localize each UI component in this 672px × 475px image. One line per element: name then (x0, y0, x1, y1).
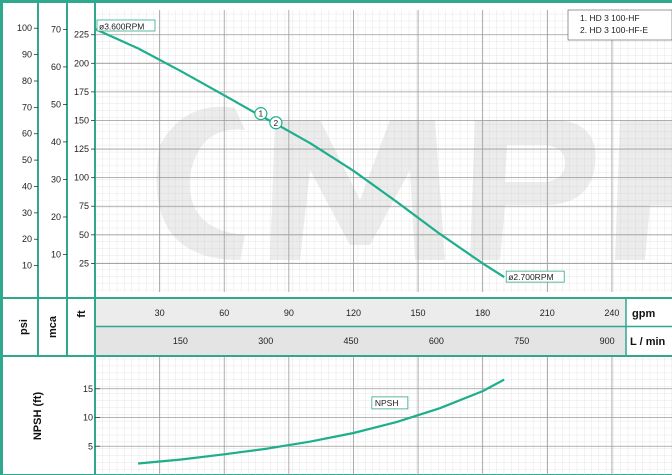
npsh-curve-line (137, 378, 505, 465)
svg-text:NPSH: NPSH (375, 398, 399, 408)
svg-text:1: 1 (258, 109, 263, 119)
curve-marker-2: 2 (269, 116, 283, 130)
curve-marker-1: 1 (254, 107, 268, 121)
gpm-tick-label: 150 (411, 308, 426, 318)
ft-tick-label: 100 (74, 173, 89, 183)
psi-tick-label: 70 (22, 102, 32, 112)
psi-tick-label: 80 (22, 76, 32, 86)
ft-tick-label: 25 (79, 258, 89, 268)
ft-tick-label: 50 (79, 230, 89, 240)
gpm-tick-label: 180 (475, 308, 490, 318)
ft-tick-label: 150 (74, 115, 89, 125)
rpm-label-min: ø2.700RPM (505, 270, 565, 283)
gpm-tick-label: 240 (604, 308, 619, 318)
psi-tick-label: 40 (22, 181, 32, 191)
npsh-curve-label: NPSH (371, 396, 409, 410)
svg-text:ø2.700RPM: ø2.700RPM (508, 272, 553, 282)
ft-tick-label: 200 (74, 58, 89, 68)
npsh-plot-area: NPSH 5 10 15 (83, 357, 672, 475)
svg-text:2: 2 (274, 118, 279, 128)
lmin-tick-label: 750 (514, 336, 529, 346)
mca-tick-label: 40 (51, 137, 61, 147)
legend-item-2: 2. HD 3 100-HF-E (580, 25, 648, 35)
psi-tick-label: 10 (22, 261, 32, 271)
gpm-tick-label: 60 (219, 308, 229, 318)
x-axis-bands: 30 60 90 120 150 180 210 240 150 300 450 600 750 900 (0, 297, 672, 357)
mca-tick-label: 20 (51, 212, 61, 222)
gpm-tick-label: 30 (155, 308, 165, 318)
ft-tick-label: 225 (74, 30, 89, 40)
mca-tick-label: 60 (51, 62, 61, 72)
ft-tick-label: 75 (79, 201, 89, 211)
npsh-axis-label: NPSH (ft) (32, 392, 44, 441)
ft-tick-label: 125 (74, 144, 89, 154)
psi-tick-label: 20 (22, 234, 32, 244)
lmin-tick-label: 450 (344, 336, 359, 346)
npsh-tick-label: 5 (88, 441, 93, 451)
head-curve-line (94, 27, 505, 279)
gpm-unit-label: gpm (632, 308, 655, 320)
legend: 1. HD 3 100-HF 2. HD 3 100-HF-E (567, 9, 672, 41)
psi-unit-label: psi (18, 319, 30, 335)
psi-tick-label: 30 (22, 208, 32, 218)
npsh-tick-label: 10 (83, 413, 93, 423)
head-plot-area: ø3.600RPM ø2.700RPM 1 2 (94, 10, 672, 292)
lmin-tick-label: 900 (600, 336, 615, 346)
lmin-tick-label: 300 (258, 336, 273, 346)
psi-tick-label: 50 (22, 155, 32, 165)
svg-text:ø3.600RPM: ø3.600RPM (99, 22, 144, 32)
lmin-tick-label: 150 (173, 336, 188, 346)
gpm-tick-label: 90 (284, 308, 294, 318)
ft-tick-label: 175 (74, 87, 89, 97)
mca-tick-label: 70 (51, 24, 61, 34)
mca-unit-label: mca (47, 315, 59, 338)
gpm-tick-label: 120 (346, 308, 361, 318)
lmin-unit-label: L / min (630, 336, 666, 348)
mca-tick-label: 50 (51, 99, 61, 109)
rpm-label-max: ø3.600RPM (96, 19, 156, 32)
ft-unit-label: ft (76, 310, 88, 318)
psi-tick-label: 100 (17, 23, 32, 33)
psi-tick-label: 60 (22, 129, 32, 139)
psi-tick-label: 90 (22, 50, 32, 60)
mca-tick-label: 30 (51, 174, 61, 184)
lmin-tick-label: 600 (429, 336, 444, 346)
mca-tick-label: 10 (51, 249, 61, 259)
legend-item-1: 1. HD 3 100-HF (580, 13, 640, 23)
gpm-tick-label: 210 (540, 308, 555, 318)
npsh-tick-label: 15 (83, 384, 93, 394)
